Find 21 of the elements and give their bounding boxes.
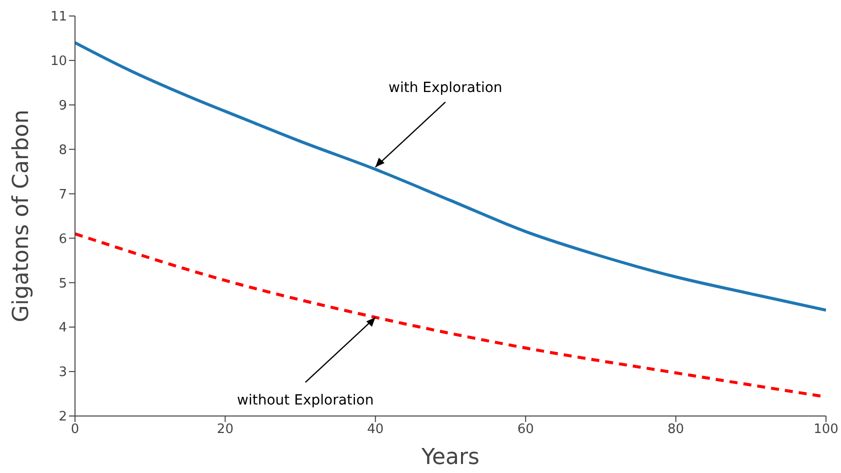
- y-tick-label: 7: [58, 187, 67, 202]
- y-tick-label: 3: [58, 365, 67, 380]
- y-tick-label: 10: [50, 54, 67, 70]
- y-tick-label: 9: [58, 98, 67, 114]
- y-tick-label: 8: [58, 142, 67, 158]
- y-axis-title: Gigatons of Carbon: [8, 110, 34, 322]
- line-series: [75, 41, 826, 312]
- x-tick-label: 0: [70, 422, 80, 438]
- y-tick-label: 5: [58, 276, 67, 292]
- annotation: without Exploration: [237, 392, 374, 408]
- x-axis-title: Years: [420, 445, 480, 470]
- annotation: with Exploration: [388, 80, 502, 96]
- x-tick-label: 40: [367, 422, 384, 438]
- y-tick-label: 11: [50, 10, 67, 25]
- y-tick-label: 4: [58, 320, 67, 336]
- y-tick-label: 6: [58, 232, 67, 247]
- y-tick-label: 2: [58, 410, 67, 425]
- x-tick-label: 20: [216, 422, 234, 438]
- x-tick-label: 80: [668, 422, 684, 438]
- x-tick-label: 60: [517, 422, 534, 438]
- x-tick-label: 100: [814, 422, 838, 438]
